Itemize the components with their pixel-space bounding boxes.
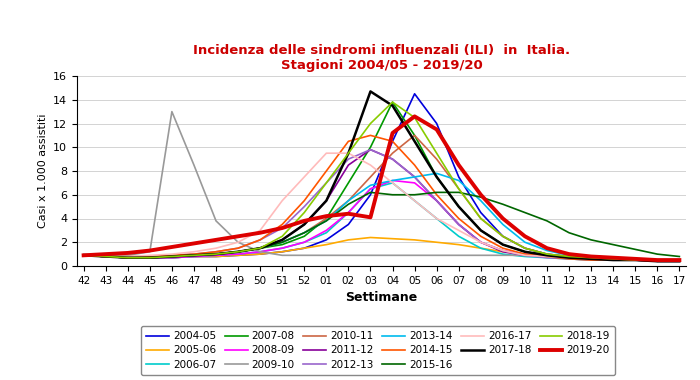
Y-axis label: Casi x 1.000 assistiti: Casi x 1.000 assistiti xyxy=(38,114,48,228)
Legend: 2004-05, 2005-06, 2006-07, 2007-08, 2008-09, 2009-10, 2010-11, 2011-12, 2012-13,: 2004-05, 2005-06, 2006-07, 2007-08, 2008… xyxy=(141,326,615,375)
Title: Incidenza delle sindromi influenzali (ILI)  in  Italia.
Stagioni 2004/05 - 2019/: Incidenza delle sindromi influenzali (IL… xyxy=(193,44,570,72)
X-axis label: Settimane: Settimane xyxy=(345,291,418,304)
